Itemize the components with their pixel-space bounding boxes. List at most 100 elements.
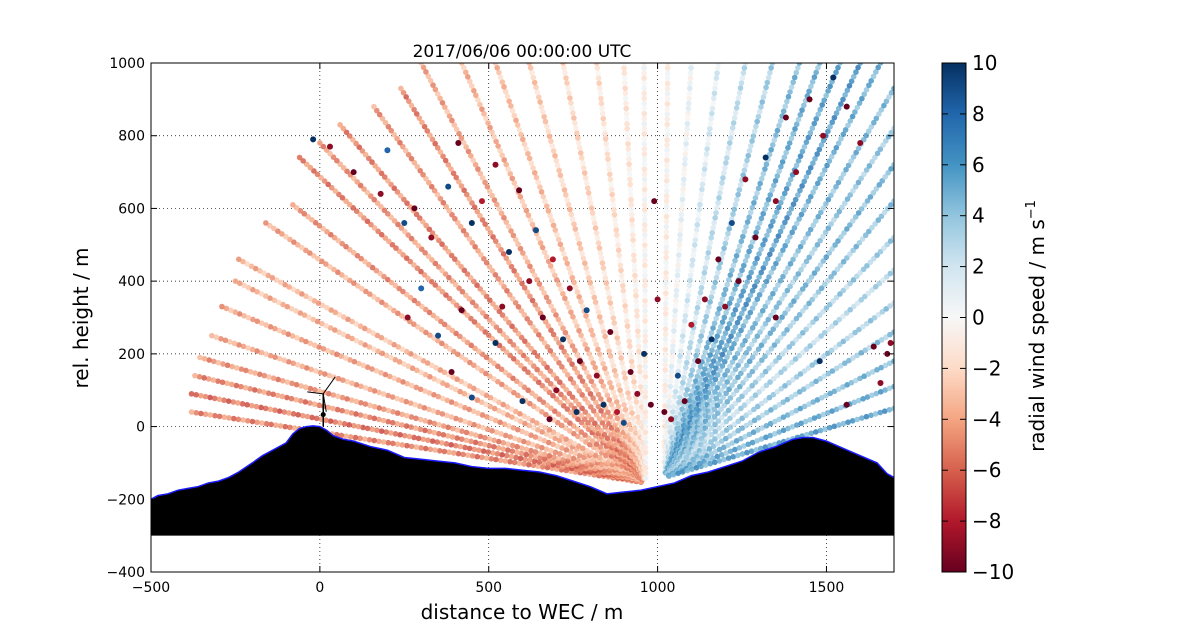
left-beam-3-point <box>325 390 332 397</box>
left-beam-5-point <box>576 452 583 459</box>
left-beam-18-point <box>529 69 535 76</box>
right-beam-8-point <box>782 219 788 226</box>
right-beam-10-point <box>790 256 796 263</box>
left-beam-21-point <box>634 318 641 324</box>
right-beam-18-point <box>806 401 812 408</box>
right-beam-16-point <box>708 439 714 445</box>
right-beam-9-point <box>831 149 837 155</box>
left-beam-9-point <box>335 237 342 244</box>
right-beam-19-point <box>807 416 813 423</box>
right-beam-15-point <box>712 428 719 435</box>
left-beam-18-point <box>602 333 608 340</box>
right-beam-18-point <box>776 416 782 423</box>
right-beam-0-point <box>663 229 670 235</box>
left-beam-21-point <box>633 292 639 299</box>
left-beam-4-point <box>231 340 238 347</box>
noise-point <box>816 358 823 365</box>
right-beam-8-point <box>844 87 851 94</box>
right-beam-4-point <box>689 367 696 373</box>
right-beam-11-point <box>803 258 810 265</box>
right-beam-6-point <box>797 112 804 118</box>
left-beam-20-point <box>622 303 628 309</box>
left-beam-15-point <box>564 334 571 340</box>
left-beam-8-point <box>283 233 289 240</box>
left-beam-13-point <box>460 227 467 234</box>
right-beam-5-point <box>782 103 789 110</box>
right-beam-8-point <box>767 251 773 258</box>
left-beam-10-point <box>396 248 403 255</box>
right-beam-4-point <box>736 186 743 193</box>
right-beam-9-point <box>842 127 849 133</box>
left-beam-7-point <box>433 364 439 371</box>
right-beam-15-point <box>792 356 799 362</box>
right-beam-19-point <box>851 399 858 406</box>
left-beam-9-point <box>457 333 463 340</box>
left-beam-9-point <box>293 204 300 211</box>
left-beam-13-point <box>533 328 539 334</box>
left-beam-16-point <box>503 161 510 168</box>
right-beam-11-point <box>732 366 739 373</box>
left-beam-19-point <box>587 200 594 206</box>
left-beam-2-point <box>417 426 424 433</box>
left-beam-16-point <box>590 360 596 366</box>
right-beam-17-point <box>891 329 894 335</box>
right-beam-12-point <box>849 218 856 224</box>
left-beam-8-point <box>323 261 329 267</box>
left-beam-4-point <box>579 458 586 465</box>
right-beam-15-point <box>829 323 835 329</box>
right-beam-0-point <box>663 223 670 230</box>
left-beam-12-point <box>365 155 372 162</box>
left-beam-8-point <box>399 313 405 319</box>
right-beam-16-point <box>727 424 734 430</box>
left-beam-19-point <box>615 340 621 346</box>
left-beam-6-point <box>396 359 403 365</box>
right-beam-7-point <box>706 367 713 374</box>
left-beam-7-point <box>546 427 553 433</box>
right-beam-9-point <box>724 354 730 360</box>
left-beam-14-point <box>498 246 504 253</box>
left-beam-5-point <box>395 377 402 383</box>
left-beam-18-point <box>571 221 577 227</box>
left-beam-19-point <box>575 135 581 141</box>
right-beam-0-point <box>664 80 671 87</box>
left-beam-14-point <box>421 123 428 130</box>
right-beam-18-point <box>814 397 821 403</box>
right-beam-6-point <box>762 206 768 212</box>
right-beam-5-point <box>771 137 778 143</box>
right-beam-12-point <box>755 346 762 352</box>
right-beam-20-point <box>698 463 704 470</box>
right-beam-10-point <box>812 218 819 224</box>
right-beam-16-point <box>875 311 882 318</box>
left-beam-17-point <box>610 389 617 396</box>
left-beam-19-point <box>576 145 583 151</box>
left-beam-2-point <box>284 394 290 401</box>
right-beam-10-point <box>843 166 849 173</box>
left-beam-5-point <box>325 347 331 354</box>
right-beam-15-point <box>814 336 821 343</box>
left-beam-22-point <box>642 409 649 415</box>
left-beam-20-point <box>612 222 619 228</box>
left-beam-4-point <box>389 394 396 400</box>
noise-point <box>600 401 607 408</box>
left-beam-2-point <box>302 399 309 405</box>
left-beam-0-point <box>455 450 462 457</box>
left-beam-9-point <box>400 288 406 295</box>
left-beam-8-point <box>395 310 401 317</box>
left-beam-5-point <box>497 419 503 426</box>
left-beam-20-point <box>612 217 618 223</box>
right-beam-3-point <box>708 234 715 241</box>
left-beam-20-point <box>603 141 610 147</box>
right-beam-16-point <box>828 347 835 354</box>
left-beam-5-point <box>448 399 455 405</box>
left-beam-9-point <box>320 225 327 232</box>
right-beam-5-point <box>733 252 740 259</box>
right-beam-7-point <box>754 255 760 262</box>
left-beam-18-point <box>580 255 587 262</box>
left-beam-3-point <box>394 410 401 416</box>
left-beam-19-point <box>560 63 566 66</box>
right-beam-7-point <box>772 213 778 220</box>
left-beam-5-point <box>373 368 380 374</box>
right-beam-7-point <box>758 246 764 253</box>
left-beam-15-point <box>451 122 458 128</box>
left-beam-4-point <box>294 362 301 368</box>
